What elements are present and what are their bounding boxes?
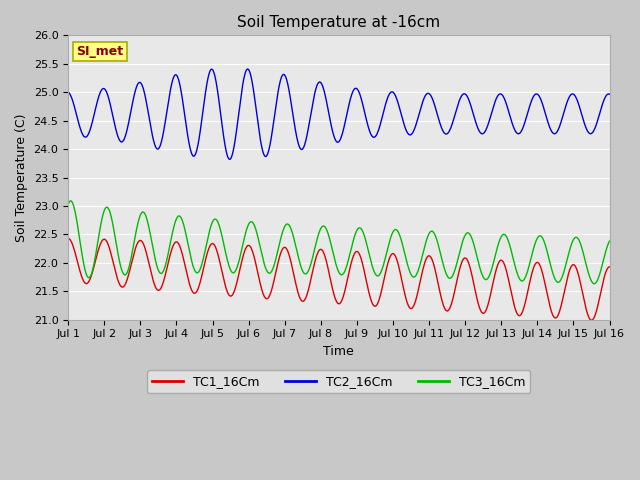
TC3_16Cm [541,243,549,249]
TC1_16Cm [172,240,179,245]
TC2_16Cm [494,93,502,98]
TC1_16Cm [185,277,193,283]
TC2_16Cm [246,70,253,75]
TC3_16Cm [64,202,72,207]
Y-axis label: Soil Temperature (C): Soil Temperature (C) [15,113,28,242]
Line: TC1_16Cm: TC1_16Cm [68,239,609,320]
Line: TC2_16Cm: TC2_16Cm [68,69,609,159]
TC2_16Cm [172,72,179,78]
X-axis label: Time: Time [323,345,354,358]
TC2_16Cm [185,138,193,144]
TC3_16Cm [590,281,598,287]
TC1_16Cm [605,264,613,270]
Title: Soil Temperature at -16cm: Soil Temperature at -16cm [237,15,440,30]
TC2_16Cm [424,91,431,96]
TC1_16Cm [493,263,501,269]
TC3_16Cm [185,246,193,252]
TC2_16Cm [64,89,72,95]
TC3_16Cm [246,220,253,226]
TC3_16Cm [423,236,431,241]
TC3_16Cm [605,238,613,244]
TC2_16Cm [244,66,252,72]
TC3_16Cm [67,198,75,204]
Text: SI_met: SI_met [76,45,124,58]
TC2_16Cm [542,113,550,119]
TC1_16Cm [64,236,72,241]
TC3_16Cm [494,243,502,249]
Legend: TC1_16Cm, TC2_16Cm, TC3_16Cm: TC1_16Cm, TC2_16Cm, TC3_16Cm [147,370,531,393]
TC2_16Cm [605,91,613,97]
TC2_16Cm [226,156,234,162]
TC1_16Cm [245,242,253,248]
TC3_16Cm [172,217,180,223]
TC1_16Cm [588,317,595,323]
TC1_16Cm [423,255,431,261]
TC1_16Cm [541,282,549,288]
Line: TC3_16Cm: TC3_16Cm [68,201,609,284]
